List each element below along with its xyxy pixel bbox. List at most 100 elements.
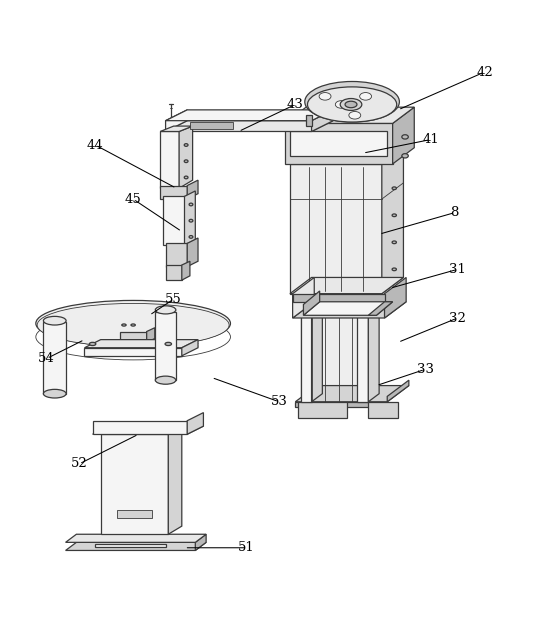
Polygon shape — [312, 299, 322, 402]
Ellipse shape — [392, 214, 396, 217]
Polygon shape — [101, 426, 182, 434]
Ellipse shape — [184, 160, 188, 163]
Polygon shape — [187, 413, 203, 434]
Polygon shape — [392, 107, 414, 164]
Ellipse shape — [189, 235, 193, 238]
Text: 52: 52 — [70, 457, 87, 471]
Polygon shape — [168, 426, 182, 534]
Polygon shape — [93, 426, 203, 434]
Ellipse shape — [392, 268, 396, 271]
Ellipse shape — [335, 100, 347, 108]
Polygon shape — [182, 340, 198, 356]
Ellipse shape — [189, 203, 193, 206]
Ellipse shape — [402, 135, 408, 139]
Polygon shape — [165, 110, 333, 121]
Polygon shape — [285, 107, 414, 123]
Text: 55: 55 — [165, 293, 182, 305]
Ellipse shape — [189, 219, 193, 222]
Polygon shape — [358, 307, 369, 402]
Polygon shape — [156, 312, 176, 380]
Ellipse shape — [156, 306, 176, 314]
Polygon shape — [160, 186, 187, 199]
Ellipse shape — [36, 300, 230, 347]
Polygon shape — [182, 261, 190, 280]
Polygon shape — [165, 110, 187, 132]
Polygon shape — [66, 534, 206, 543]
Ellipse shape — [184, 144, 188, 146]
Polygon shape — [293, 277, 314, 318]
Polygon shape — [120, 331, 147, 342]
Ellipse shape — [37, 303, 229, 347]
Ellipse shape — [402, 154, 408, 158]
Polygon shape — [369, 299, 379, 402]
Ellipse shape — [345, 101, 357, 107]
Polygon shape — [147, 328, 155, 342]
Bar — [369, 402, 398, 418]
Polygon shape — [179, 126, 192, 188]
Ellipse shape — [340, 99, 362, 111]
Ellipse shape — [122, 324, 126, 326]
Bar — [298, 402, 347, 418]
Polygon shape — [306, 115, 312, 126]
Ellipse shape — [43, 389, 66, 398]
Polygon shape — [369, 301, 392, 315]
Polygon shape — [387, 380, 409, 402]
Ellipse shape — [349, 111, 361, 119]
Polygon shape — [66, 543, 206, 551]
Ellipse shape — [89, 342, 96, 345]
Ellipse shape — [392, 241, 396, 244]
Polygon shape — [95, 544, 165, 547]
Polygon shape — [85, 340, 198, 348]
Polygon shape — [195, 534, 206, 551]
Ellipse shape — [165, 342, 171, 345]
Text: 42: 42 — [476, 66, 493, 78]
Polygon shape — [160, 132, 179, 188]
Ellipse shape — [307, 87, 397, 122]
Text: 31: 31 — [449, 263, 466, 276]
Polygon shape — [295, 402, 387, 407]
Polygon shape — [293, 294, 384, 301]
Polygon shape — [43, 322, 66, 394]
Text: 44: 44 — [87, 139, 104, 151]
Ellipse shape — [392, 187, 396, 190]
Polygon shape — [187, 180, 198, 199]
Text: 33: 33 — [417, 363, 434, 376]
Polygon shape — [304, 291, 320, 315]
Ellipse shape — [131, 324, 136, 326]
Ellipse shape — [43, 316, 66, 325]
Polygon shape — [295, 385, 409, 402]
Polygon shape — [290, 277, 403, 294]
Text: 8: 8 — [450, 206, 459, 219]
Polygon shape — [285, 123, 392, 164]
Text: 45: 45 — [125, 193, 141, 205]
Polygon shape — [163, 197, 184, 245]
Polygon shape — [301, 307, 312, 402]
Polygon shape — [101, 434, 168, 534]
Ellipse shape — [305, 81, 399, 122]
Text: 54: 54 — [38, 352, 55, 365]
Ellipse shape — [360, 93, 372, 100]
Ellipse shape — [184, 176, 188, 179]
Text: 32: 32 — [449, 312, 466, 324]
Ellipse shape — [319, 93, 331, 100]
Polygon shape — [184, 191, 195, 245]
Bar — [190, 122, 233, 128]
Polygon shape — [85, 348, 182, 356]
Polygon shape — [384, 277, 406, 318]
Polygon shape — [165, 121, 333, 132]
Polygon shape — [293, 301, 406, 318]
Polygon shape — [160, 126, 192, 132]
Bar — [117, 510, 152, 518]
Polygon shape — [165, 265, 182, 280]
Text: 41: 41 — [422, 133, 439, 146]
Polygon shape — [165, 244, 187, 266]
Polygon shape — [301, 307, 369, 402]
Text: 51: 51 — [238, 541, 255, 554]
Polygon shape — [382, 148, 403, 294]
Polygon shape — [187, 238, 198, 266]
Text: 43: 43 — [287, 98, 304, 111]
Polygon shape — [93, 421, 187, 434]
Ellipse shape — [156, 376, 176, 384]
Text: 53: 53 — [270, 396, 288, 408]
Polygon shape — [290, 164, 382, 294]
